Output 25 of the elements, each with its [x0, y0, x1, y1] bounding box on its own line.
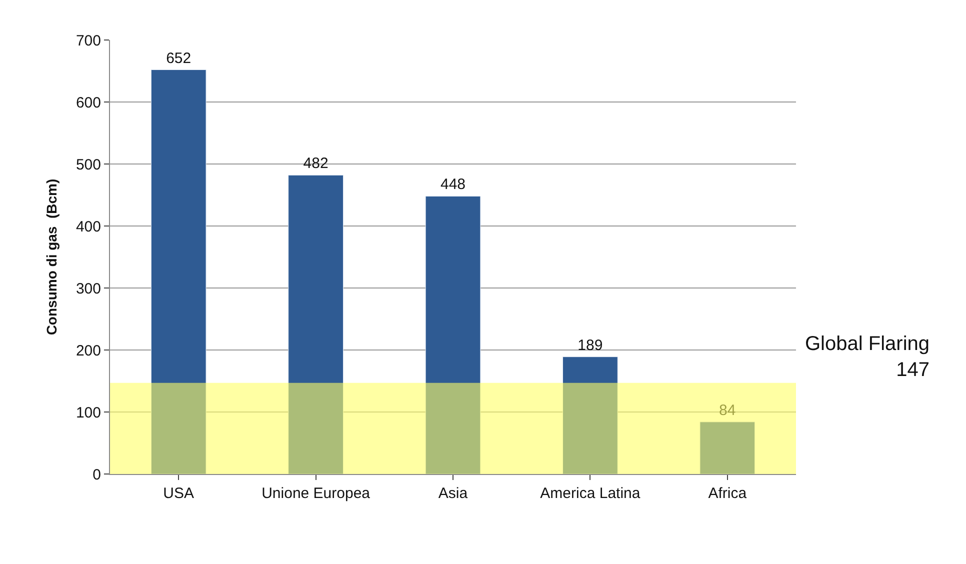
- y-tick-label: 600: [76, 94, 101, 112]
- bar: [700, 422, 756, 474]
- band-label: Global Flaring 147: [805, 333, 930, 381]
- y-tick-label: 300: [76, 280, 101, 298]
- data-label: 189: [578, 336, 603, 354]
- x-tick-label: Africa: [708, 485, 748, 502]
- y-tick-label: 500: [76, 156, 101, 174]
- data-label: 84: [719, 402, 736, 419]
- y-tick-label: 400: [76, 218, 101, 236]
- bar: [288, 174, 344, 474]
- data-label: 482: [303, 155, 328, 172]
- x-tick-label: USA: [163, 485, 194, 502]
- data-label: 448: [440, 176, 466, 194]
- y-tick-label: 700: [76, 32, 101, 50]
- y-tick-label: 200: [76, 342, 101, 360]
- y-axis-title: Consumo di gas (Bcm): [44, 178, 60, 336]
- bar: [425, 196, 481, 474]
- y-tick-label: 0: [92, 466, 101, 484]
- bar: [150, 70, 206, 474]
- x-tick-label: Asia: [438, 485, 468, 502]
- x-tick-label: America Latina: [540, 485, 641, 502]
- bar: [562, 356, 618, 474]
- y-tick-label: 100: [76, 404, 101, 422]
- x-tick-label: Unione Europea: [262, 485, 371, 502]
- data-label: 652: [166, 50, 192, 67]
